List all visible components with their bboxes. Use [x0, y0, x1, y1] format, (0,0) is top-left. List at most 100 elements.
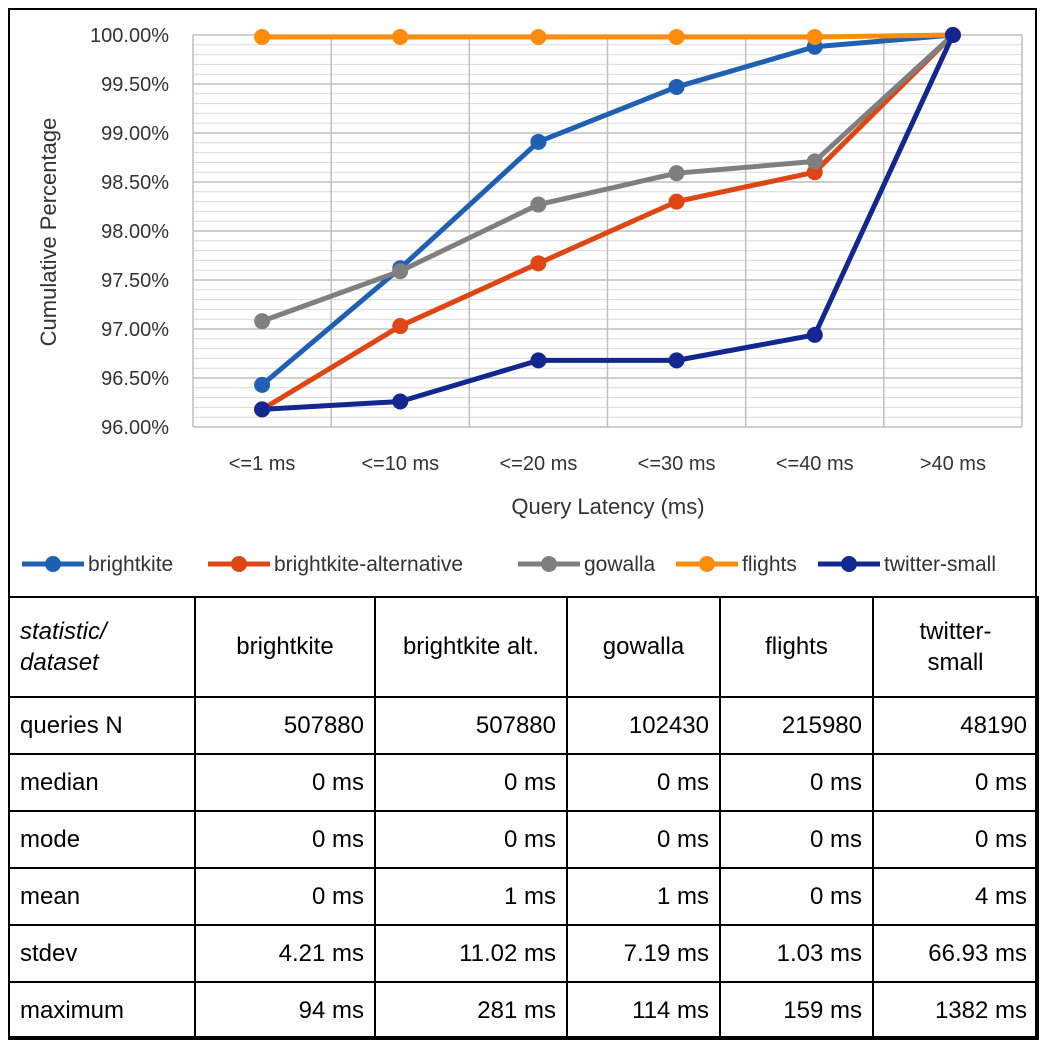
table-cell: 4 ms	[872, 867, 1039, 926]
data-point	[254, 376, 271, 393]
x-axis-ticks: <=1 ms <=10 ms <=20 ms <=30 ms <=40 ms >40 ms	[229, 453, 986, 475]
data-point	[806, 326, 823, 343]
data-point	[668, 78, 685, 95]
series-twitter-small	[254, 27, 961, 418]
table-cell: 114 ms	[566, 981, 721, 1040]
column-header-label: brightkite alt.	[402, 633, 540, 661]
legend-swatch-marker	[541, 556, 557, 572]
row-label: stdev	[8, 924, 196, 983]
data-point	[668, 352, 685, 369]
data-point	[530, 352, 547, 369]
legend-label: brightkite-alternative	[274, 553, 463, 576]
y-tick-label: 98.00%	[101, 221, 169, 243]
row-label: maximum	[8, 981, 196, 1040]
table-cell: 0 ms	[374, 753, 568, 812]
y-tick-label: 96.50%	[101, 368, 169, 390]
table-cell: 0 ms	[872, 810, 1039, 869]
y-tick-label: 97.50%	[101, 270, 169, 292]
row-label: queries N	[8, 696, 196, 755]
line-chart: 96.00% 96.50% 97.00% 97.50% 98.00% 98.50% 99.0…	[22, 25, 1023, 576]
x-tick-label: <=30 ms	[638, 453, 716, 475]
table-cell: 0 ms	[872, 753, 1039, 812]
table-row: median 0 ms 0 ms 0 ms 0 ms 0 ms	[8, 753, 1039, 812]
y-tick-label: 98.50%	[101, 172, 169, 194]
corner-label-line1: statistic/	[20, 617, 107, 645]
row-label: median	[8, 753, 196, 812]
table-cell: 1382 ms	[872, 981, 1039, 1040]
data-point	[254, 313, 271, 330]
data-point	[806, 153, 823, 170]
table-cell: 66.93 ms	[872, 924, 1039, 983]
legend-item: twitter-small	[818, 553, 996, 576]
table-cell: 1.03 ms	[719, 924, 874, 983]
table-cell: 159 ms	[719, 981, 874, 1040]
row-label: mode	[8, 810, 196, 869]
column-header-label: brightkite	[236, 633, 334, 661]
legend-label: brightkite	[88, 553, 173, 576]
table-cell: 507880	[194, 696, 376, 755]
table-row: stdev 4.21 ms 11.02 ms 7.19 ms 1.03 ms 66.93 …	[8, 924, 1039, 983]
table-cell: 0 ms	[719, 810, 874, 869]
y-tick-label: 99.00%	[101, 123, 169, 145]
y-tick-label: 99.50%	[101, 74, 169, 96]
y-tick-label: 96.00%	[101, 417, 169, 439]
table-cell: 0 ms	[566, 810, 721, 869]
table-corner-cell: statistic/ dataset	[8, 596, 196, 698]
legend-item: gowalla	[518, 553, 656, 576]
y-tick-label: 97.00%	[101, 319, 169, 341]
column-header: brightkite	[194, 596, 376, 698]
column-header-label: twitter-	[919, 617, 992, 645]
data-point	[392, 263, 409, 280]
row-label: mean	[8, 867, 196, 926]
legend-item: brightkite	[22, 553, 173, 576]
legend-item: flights	[676, 553, 797, 576]
data-point	[530, 28, 547, 45]
x-tick-label: <=1 ms	[229, 453, 296, 475]
data-point	[668, 165, 685, 182]
column-header-label-line2: small	[927, 649, 984, 676]
legend-label: twitter-small	[884, 553, 996, 576]
table-row: queries N 507880 507880 102430 215980 48190	[8, 696, 1039, 755]
table-cell: 102430	[566, 696, 721, 755]
column-header-label: flights	[765, 633, 828, 661]
y-axis-ticks: 96.00% 96.50% 97.00% 97.50% 98.00% 98.50% 99.0…	[90, 25, 169, 439]
table-cell: 0 ms	[719, 867, 874, 926]
column-header-label: gowalla	[602, 633, 685, 661]
series-line	[261, 33, 955, 324]
x-tick-label: <=10 ms	[361, 453, 439, 475]
table-cell: 1 ms	[374, 867, 568, 926]
table-cell: 281 ms	[374, 981, 568, 1040]
table-row: mean 0 ms 1 ms 1 ms 0 ms 4 ms	[8, 867, 1039, 926]
table-row: mode 0 ms 0 ms 0 ms 0 ms 0 ms	[8, 810, 1039, 869]
x-axis-title: Query Latency (ms)	[511, 494, 704, 519]
column-header: twitter- small	[872, 596, 1039, 698]
data-point	[530, 255, 547, 272]
data-point	[806, 28, 823, 45]
column-header: brightkite alt.	[374, 596, 568, 698]
legend-swatch-marker	[45, 556, 61, 572]
x-tick-label: <=40 ms	[776, 453, 854, 475]
series-lines	[254, 27, 961, 418]
data-point	[254, 28, 271, 45]
table-cell: 0 ms	[374, 810, 568, 869]
data-point	[530, 196, 547, 213]
data-point	[254, 401, 271, 418]
legend-swatch-marker	[231, 556, 247, 572]
table-body: queries N 507880 507880 102430 215980 48190 me…	[8, 696, 1039, 1040]
data-point	[668, 28, 685, 45]
column-header: flights	[719, 596, 874, 698]
data-point	[392, 393, 409, 410]
x-tick-label: <=20 ms	[500, 453, 578, 475]
data-point	[668, 193, 685, 210]
series-line	[260, 32, 954, 387]
legend-item: brightkite-alternative	[208, 553, 463, 576]
corner-label-line2: dataset	[20, 649, 99, 676]
legend: brightkite brightkite-alternative gowalla f…	[22, 553, 996, 576]
y-axis-title: Cumulative Percentage	[36, 118, 61, 347]
table-header-row: statistic/ dataset brightkite brightkite…	[8, 596, 1039, 698]
table-cell: 507880	[374, 696, 568, 755]
legend-label: gowalla	[584, 553, 656, 576]
table-cell: 4.21 ms	[194, 924, 376, 983]
y-tick-label: 100.00%	[90, 25, 169, 47]
statistics-table: statistic/ dataset brightkite brightkite…	[8, 596, 1039, 1040]
